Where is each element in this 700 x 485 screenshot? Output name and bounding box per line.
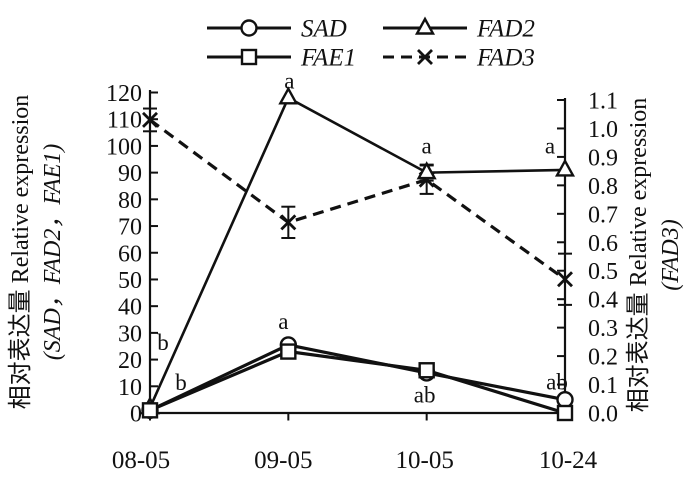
right-tick-label: 0.1 xyxy=(588,373,618,399)
x-axis-ticks: 08-05 09-05 10-05 10-24 xyxy=(112,413,598,474)
legend-label: FAD2 xyxy=(476,16,535,43)
square-legend-icon xyxy=(240,48,258,66)
right-tick-label: 1.0 xyxy=(588,117,618,143)
legend-item-fae1: FAE1 xyxy=(207,45,356,72)
left-tick-label: 120 xyxy=(106,81,142,107)
series-line-fae1 xyxy=(149,349,566,415)
x-axis-category-label: 09-05 xyxy=(254,447,312,474)
significance-letter: a xyxy=(278,309,288,334)
legend-label: FAD3 xyxy=(476,45,535,72)
left-tick-label: 70 xyxy=(118,215,142,241)
significance-letter: a xyxy=(422,133,432,158)
right-tick-label: 1.1 xyxy=(588,89,618,115)
significance-letter: ab xyxy=(414,382,436,407)
significance-letter: b xyxy=(175,370,187,395)
left-tick-label: 0 xyxy=(130,402,142,428)
right-tick-label: 0.6 xyxy=(588,231,618,257)
fad3-data-point-marker xyxy=(280,214,297,231)
series-fad3 xyxy=(142,107,573,306)
x-axis-category-label: 10-05 xyxy=(396,447,454,474)
left-tick-label: 30 xyxy=(118,321,142,347)
series-line-sad xyxy=(149,343,566,412)
x-axis-category-label: 10-24 xyxy=(539,447,598,474)
left-tick-label: 90 xyxy=(118,161,142,187)
legend-label: SAD xyxy=(301,16,347,43)
fad3-data-point-marker xyxy=(142,111,158,128)
fae1-data-point-marker xyxy=(280,343,297,360)
right-axis-title: 相对表达量 Relative expression xyxy=(625,98,652,413)
left-tick-label: 10 xyxy=(118,375,142,401)
series-line-fad2 xyxy=(148,96,566,409)
right-tick-label: 0.7 xyxy=(588,202,618,228)
significance-labels: bb a a a ab a ab xyxy=(157,68,568,407)
circle-legend-icon xyxy=(240,19,258,37)
x-legend-icon xyxy=(417,49,433,65)
fad2-data-point-marker xyxy=(554,158,576,177)
series-fad2 xyxy=(139,86,576,415)
fad2-data-point-marker xyxy=(278,86,299,105)
left-axis-title-genes: (SAD，FAD2，FAE1) xyxy=(40,144,66,360)
right-axis-ticks: 0.0 0.10.2 0.30.4 0.50.6 0.70.8 0.91.01.1 xyxy=(557,89,618,428)
fad2-data-point-marker xyxy=(416,161,437,180)
left-axis-title: 相对表达量 Relative expression xyxy=(7,95,34,410)
significance-letter: a xyxy=(545,133,555,158)
right-axis-title-genes: (FAD3) xyxy=(658,219,684,291)
right-tick-label: 0.5 xyxy=(588,259,618,285)
right-tick-label: 0.0 xyxy=(588,402,618,428)
triangle-legend-icon xyxy=(414,16,436,35)
x-axis-category-label: 08-05 xyxy=(112,447,170,474)
left-tick-label: 60 xyxy=(118,241,142,267)
right-tick-label: 0.9 xyxy=(588,145,618,171)
fae1-data-point-marker xyxy=(141,402,159,419)
left-tick-label: 110 xyxy=(107,108,142,134)
significance-letter: ab xyxy=(546,369,568,394)
legend-item-sad: SAD xyxy=(207,16,347,43)
right-tick-label: 0.4 xyxy=(588,288,618,314)
series-sad xyxy=(141,336,574,420)
legend-item-fad2: FAD2 xyxy=(383,16,535,43)
left-tick-label: 50 xyxy=(118,268,142,294)
series-fae1 xyxy=(141,343,574,422)
significance-letter: a xyxy=(284,68,294,93)
left-tick-label: 80 xyxy=(118,188,142,214)
legend-item-fad3: FAD3 xyxy=(383,45,535,72)
left-tick-label: 40 xyxy=(118,295,142,321)
significance-letter: b xyxy=(157,330,169,355)
left-tick-label: 100 xyxy=(106,134,142,160)
fad3-data-point-marker xyxy=(557,271,573,288)
fae1-data-point-marker xyxy=(418,362,435,379)
fae1-data-point-marker xyxy=(556,404,574,422)
right-tick-label: 0.2 xyxy=(588,345,618,371)
axis-titles: 相对表达量 Relative expression (SAD，FAD2，FAE1)… xyxy=(7,95,684,413)
right-tick-label: 0.3 xyxy=(588,316,618,342)
series-line-fad3 xyxy=(149,118,566,281)
legend-label: FAE1 xyxy=(300,45,356,72)
left-tick-label: 20 xyxy=(118,348,142,374)
right-tick-label: 0.8 xyxy=(588,174,618,200)
